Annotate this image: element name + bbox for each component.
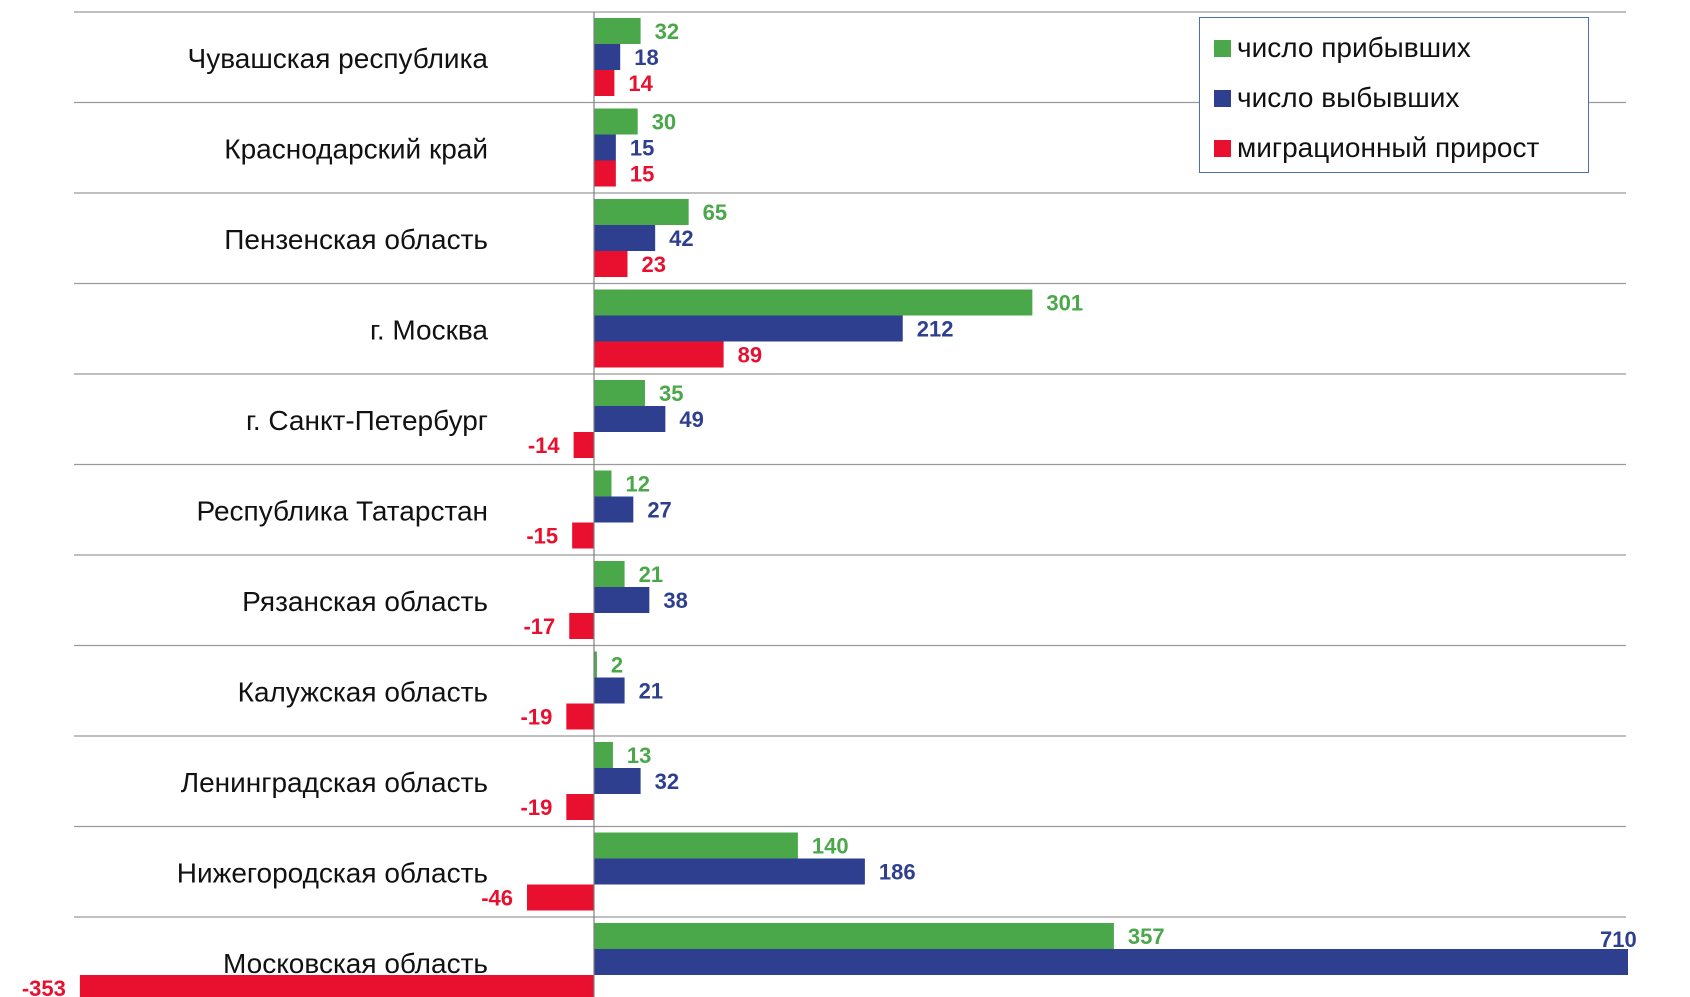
value-label-net-migration: -19 — [521, 795, 553, 820]
value-label-net-migration: -17 — [523, 614, 555, 639]
value-label-departures: 42 — [669, 226, 693, 251]
bar-net-migration — [572, 522, 594, 549]
value-label-arrivals: 12 — [625, 472, 649, 497]
category-label: г. Москва — [370, 315, 488, 346]
bar-arrivals — [594, 561, 625, 587]
legend-item-arrivals: число прибывших — [1214, 32, 1471, 64]
value-label-departures: 18 — [634, 45, 658, 70]
bar-arrivals — [594, 18, 641, 44]
value-labels: 321814301515654223301212893549-141227-15… — [22, 19, 1637, 997]
value-label-arrivals: 2 — [611, 653, 623, 678]
bar-net-migration — [594, 70, 615, 96]
value-label-net-migration: -14 — [528, 433, 561, 458]
bar-net-migration — [566, 703, 594, 730]
value-label-arrivals: 301 — [1046, 291, 1083, 316]
bar-net-migration — [573, 432, 594, 458]
grid-lines — [74, 11, 1626, 918]
bar-departures — [594, 225, 656, 251]
category-labels: Чувашская республика Краснодарский край Пе… — [177, 43, 489, 979]
bar-arrivals — [594, 651, 597, 678]
bar-net-migration — [527, 884, 594, 911]
value-label-departures: 15 — [630, 136, 654, 161]
bar-arrivals — [594, 199, 689, 225]
bar-net-migration — [594, 341, 724, 368]
category-label: Республика Татарстан — [197, 496, 488, 527]
bar-departures — [594, 496, 634, 523]
value-label-departures: 710 — [1600, 927, 1637, 952]
bar-arrivals — [594, 289, 1033, 316]
value-label-arrivals: 357 — [1128, 924, 1165, 949]
bar-net-migration — [566, 794, 594, 820]
value-label-departures: 21 — [639, 679, 663, 704]
bar-arrivals — [594, 380, 645, 406]
legend-item-net-migration: миграционный прирост — [1214, 132, 1539, 164]
bar-net-migration — [594, 251, 628, 277]
bar-arrivals — [594, 923, 1114, 949]
value-label-departures: 49 — [679, 407, 703, 432]
value-label-arrivals: 140 — [812, 834, 849, 859]
bar-departures — [594, 768, 641, 794]
bar-departures — [594, 44, 621, 70]
category-label: Рязанская область — [242, 586, 488, 617]
bar-arrivals — [594, 832, 798, 859]
value-label-net-migration: -19 — [521, 705, 553, 730]
bar-arrivals — [594, 470, 612, 497]
value-label-departures: 32 — [655, 769, 679, 794]
legend-swatch-arrivals — [1214, 39, 1231, 57]
bar-departures — [594, 858, 865, 885]
value-label-departures: 212 — [917, 317, 954, 342]
value-label-net-migration: 14 — [628, 71, 653, 96]
value-label-arrivals: 30 — [652, 110, 676, 135]
category-label: Нижегородская область — [177, 858, 488, 889]
bar-net-migration — [79, 975, 595, 997]
value-label-net-migration: -46 — [481, 886, 513, 911]
value-label-net-migration: -353 — [22, 976, 66, 997]
value-label-net-migration: 23 — [641, 252, 665, 277]
value-label-arrivals: 65 — [703, 200, 727, 225]
legend-item-departures: число выбывших — [1214, 82, 1459, 114]
category-label: Калужская область — [238, 677, 488, 708]
bar-net-migration — [594, 160, 616, 187]
bar-departures — [594, 134, 616, 161]
bar-arrivals — [594, 108, 638, 135]
value-label-departures: 186 — [879, 860, 916, 885]
legend-swatch-net-migration — [1214, 139, 1231, 157]
bar-net-migration — [569, 613, 594, 639]
legend-label-net-migration: миграционный прирост — [1237, 132, 1540, 163]
value-label-departures: 27 — [647, 498, 671, 523]
category-label: Пензенская область — [224, 224, 488, 255]
bar-departures — [594, 587, 650, 613]
value-label-net-migration: 15 — [630, 162, 654, 187]
legend: число прибывших число выбывших миграцион… — [1199, 17, 1589, 173]
bar-arrivals — [594, 742, 613, 768]
value-label-net-migration: 89 — [738, 343, 762, 368]
value-label-departures: 38 — [663, 588, 687, 613]
category-label: г. Санкт-Петербург — [246, 405, 488, 436]
category-label: Краснодарский край — [224, 134, 488, 165]
value-label-arrivals: 13 — [627, 743, 651, 768]
value-label-arrivals: 35 — [659, 381, 683, 406]
bar-departures — [594, 949, 1628, 975]
legend-swatch-departures — [1214, 89, 1231, 107]
category-label: Московская область — [223, 948, 488, 979]
bar-departures — [594, 677, 625, 704]
legend-label-departures: число выбывших — [1237, 82, 1460, 113]
legend-label-arrivals: число прибывших — [1237, 32, 1471, 63]
bar-departures — [594, 315, 903, 342]
bars — [79, 18, 1628, 997]
category-label: Чувашская республика — [188, 43, 489, 74]
value-label-arrivals: 21 — [639, 562, 663, 587]
category-label: Ленинградская область — [181, 767, 488, 798]
bar-departures — [594, 406, 666, 432]
value-label-net-migration: -15 — [526, 524, 558, 549]
value-label-arrivals: 32 — [655, 19, 679, 44]
